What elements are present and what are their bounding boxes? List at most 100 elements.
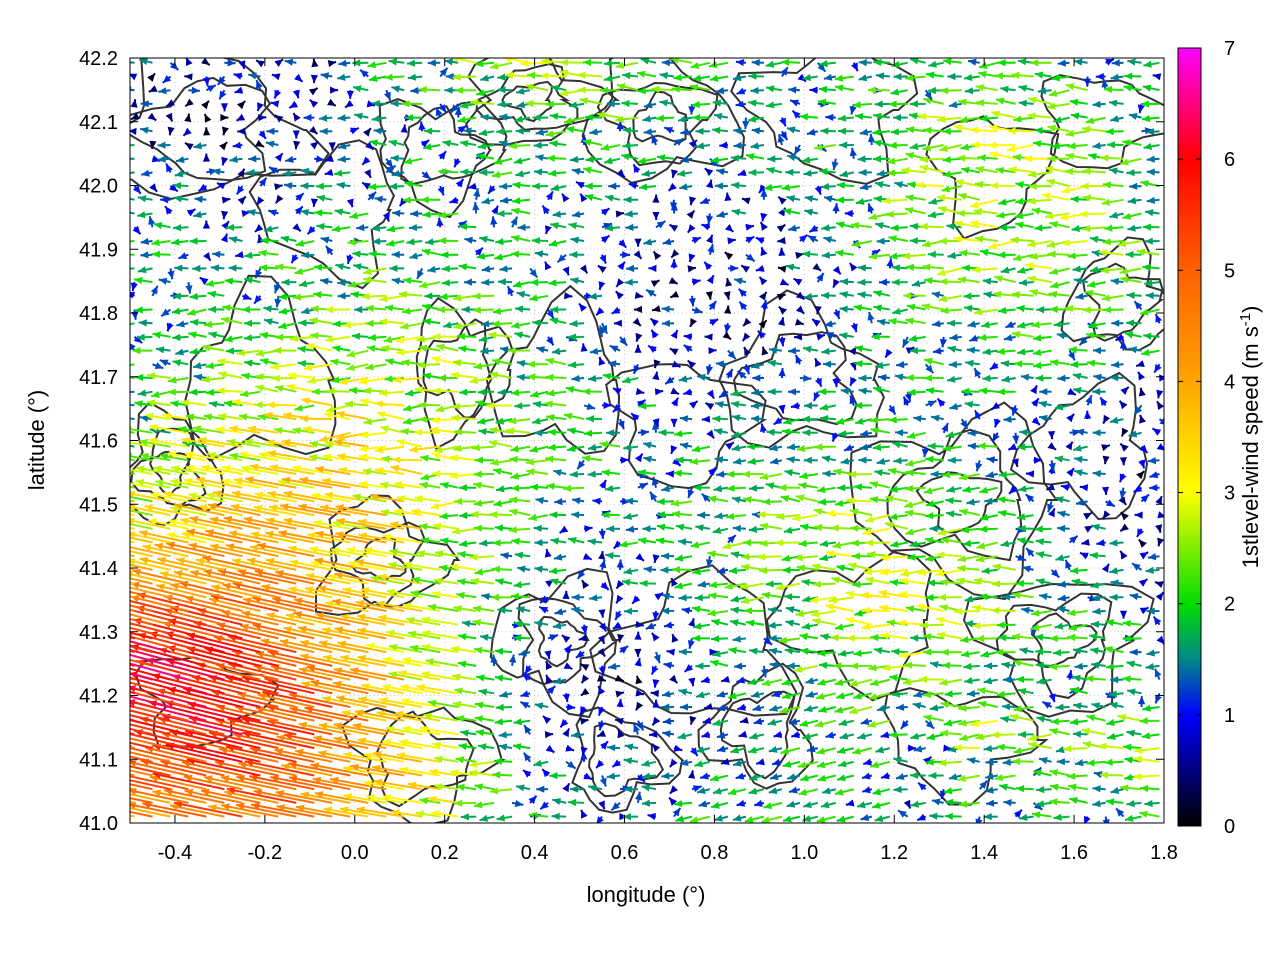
wind-arrow [511,537,531,545]
wind-arrow [622,813,639,821]
wind-arrow [1032,802,1044,811]
wind-arrow [583,772,593,781]
wind-arrow [730,595,747,603]
x-tick-label: 0.0 [341,842,369,864]
wind-arrow [1154,668,1162,680]
wind-arrow [1011,633,1034,641]
wind-arrow [716,567,729,574]
wind-arrow [298,666,351,681]
wind-arrow [652,554,660,564]
wind-arrow [218,747,279,763]
wind-arrow [634,631,642,640]
wind-arrow [861,772,873,780]
wind-arrow [130,797,153,804]
wind-arrow [1069,797,1088,804]
wind-arrow [598,720,606,731]
wind-arrow [674,582,693,590]
wind-arrow [1129,648,1142,656]
wind-arrow [410,590,441,599]
wind-arrow [452,700,477,708]
wind-arrow [653,651,661,664]
wind-arrow [451,527,477,535]
wind-arrow [524,665,533,675]
wind-arrow [923,714,944,722]
wind-arrow [130,648,189,667]
wind-arrow [130,793,171,804]
wind-arrow [897,619,926,627]
wind-arrow [958,800,980,808]
wind-arrow [803,801,819,809]
wind-arrow [130,741,153,750]
wind-arrow [597,685,606,695]
wind-arrow [545,660,553,670]
wind-arrow [781,692,801,700]
wind-arrow [337,640,387,654]
wind-arrow [1033,769,1052,777]
contour-line [330,521,426,607]
wind-arrow [963,662,980,671]
wind-arrow [534,620,549,628]
wind-arrow [454,687,477,695]
wind-arrow [702,717,712,724]
wind-arrow [130,746,135,750]
wind-arrow [712,650,729,658]
wind-arrow [975,816,983,823]
wind-arrow [407,630,441,640]
wind-arrow [724,582,747,590]
wind-arrow [1122,620,1142,628]
wind-arrow [985,772,998,780]
wind-arrow [340,613,387,626]
wind-arrow [355,599,405,612]
wind-arrow [186,528,243,544]
wind-arrow [862,786,873,794]
wind-arrow [358,696,405,708]
wind-arrow [130,658,153,667]
wind-arrow [700,676,711,684]
wind-arrow [513,634,531,642]
contour-line [130,427,207,507]
wind-arrow [406,616,441,626]
wind-arrow [1035,578,1052,586]
wind-arrow [869,678,891,687]
wind-arrow [580,809,588,819]
wind-arrow [775,582,801,591]
wind-arrow [801,578,818,586]
wind-arrow [154,542,207,558]
wind-arrow [520,690,531,698]
wind-arrow [207,502,261,517]
wind-arrow [642,525,657,533]
wind-arrow [565,744,575,752]
wind-arrow [559,718,569,728]
wind-arrow [743,607,764,615]
wind-arrow [732,524,746,533]
wind-arrow [1048,692,1056,703]
wind-arrow [623,757,639,765]
wind-arrow [889,674,908,682]
wind-arrow [834,706,855,714]
wind-arrow [508,526,531,534]
wind-arrow [342,587,387,599]
wind-arrow [781,678,801,686]
wind-arrow [806,745,819,753]
wind-arrow [1038,757,1052,765]
wind-arrow [958,508,980,517]
wind-arrow [647,813,657,821]
wind-arrow [663,621,675,629]
wind-arrow [518,649,531,657]
wind-arrow [562,693,570,703]
wind-arrow [324,600,369,612]
wind-arrow [391,809,423,818]
wind-arrow [674,554,693,562]
wind-arrow [1074,759,1088,767]
wind-arrow [1089,633,1106,641]
wind-arrow [130,577,153,585]
wind-arrow [1021,565,1034,573]
wind-arrow [575,650,585,659]
wind-arrow [661,552,675,560]
wind-arrow [130,663,135,667]
wind-arrow [1057,524,1070,533]
wind-arrow [888,731,908,739]
wind-arrow [130,681,171,695]
wind-arrow [882,664,908,672]
wind-arrow [1126,729,1142,737]
